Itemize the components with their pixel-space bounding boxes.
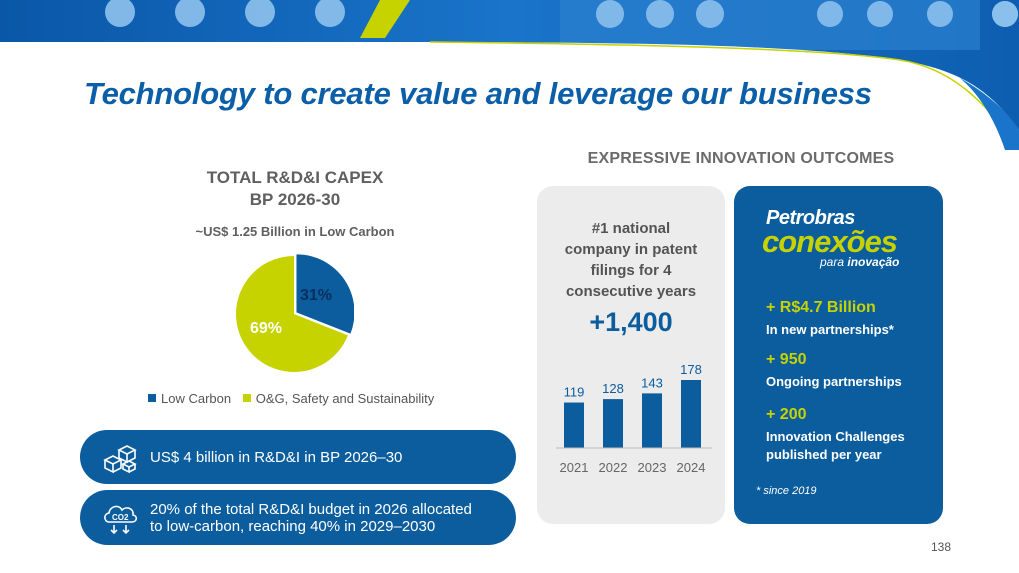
brand-para: para [820, 255, 848, 269]
bar-value-2024: 178 [680, 362, 702, 377]
patent-line-1: #1 national [591, 220, 671, 237]
legend-item-og: O&G, Safety and Sustainability [242, 390, 435, 406]
stat-ongoing-label: Ongoing partnerships [766, 374, 902, 389]
header-banner-image [0, 0, 1019, 150]
stat-challenges-value: + 200 [766, 406, 807, 423]
legend-label-low-carbon: Low Carbon [161, 390, 232, 406]
co2-cloud-icon: CO2 [100, 498, 140, 538]
brand-conexoes: conexões [762, 224, 898, 259]
bar-category-2023: 2023 [638, 460, 667, 475]
legend-swatch-og [242, 394, 251, 402]
patent-line-3: filings for 4 [590, 262, 672, 279]
bar-category-2021: 2021 [560, 460, 589, 475]
low-carbon-pill-line-1: 20% of the total R&D&I budget in 2026 al… [150, 500, 472, 518]
patent-count: +1,400 [589, 307, 673, 337]
patent-line-4: consecutive years [565, 283, 697, 300]
cubes-icon [100, 437, 140, 477]
stat-challenges-label: Innovation Challenges published per year [766, 429, 905, 462]
low-carbon-pill-line-2: to low-carbon, reaching 40% in 2029–2030 [150, 517, 436, 535]
budget-pill-text: US$ 4 billion in R&D&I in BP 2026–30 [150, 448, 403, 466]
svg-text:CO2: CO2 [112, 513, 129, 522]
legend-label-og: O&G, Safety and Sustainability [255, 390, 435, 406]
low-carbon-pill: CO2 20% of the total R&D&I budget in 202… [80, 490, 516, 545]
pie-label-low-carbon: 31% [300, 287, 333, 304]
patent-bar-chart: 119 2021 128 2022 143 2023 178 2024 [556, 362, 712, 475]
capex-period: BP 2026-30 [249, 190, 341, 209]
bar-value-2022: 128 [602, 381, 624, 396]
patent-line-2: company in patent [564, 241, 698, 258]
bar-2021 [564, 402, 584, 448]
bar-value-2021: 119 [564, 385, 585, 400]
bar-category-2022: 2022 [599, 460, 628, 475]
stat-partnerships-label: In new partnerships* [766, 322, 894, 337]
legend-item-low-carbon: Low Carbon [148, 391, 231, 406]
page-title: Technology to create value and leverage … [84, 76, 872, 111]
bar-value-2023: 143 [641, 375, 663, 390]
conexoes-card [734, 186, 943, 524]
stat-ongoing-value: + 950 [766, 351, 807, 368]
capex-subtitle: ~US$ 1.25 Billion in Low Carbon [195, 224, 395, 239]
pie-slice-low-carbon [296, 254, 354, 334]
bar-2022 [603, 399, 623, 448]
pie-legend: Low Carbon O&G, Safety and Sustainabilit… [148, 390, 442, 406]
budget-pill: US$ 4 billion in R&D&I in BP 2026–30 [80, 430, 516, 484]
bar-category-2024: 2024 [677, 460, 706, 475]
pie-label-og: 69% [250, 320, 283, 337]
low-carbon-pill-text: 20% of the total R&D&I budget in 2026 al… [150, 501, 472, 535]
patent-description: #1 national company in patent filings fo… [547, 218, 715, 302]
page-number: 138 [931, 540, 952, 554]
brand-para-inovacao: para inovação [820, 255, 899, 269]
legend-swatch-low-carbon [148, 394, 156, 402]
pie-slice-og [236, 256, 348, 372]
bar-2024 [681, 380, 701, 448]
outcomes-title: EXPRESSIVE INNOVATION OUTCOMES [587, 150, 895, 167]
bar-2023 [642, 393, 662, 448]
capex-pie-chart [236, 254, 354, 372]
capex-title: TOTAL R&D&I CAPEX [206, 168, 384, 187]
stat-partnerships-value: + R$4.7 Billion [766, 299, 876, 316]
brand-petrobras: Petrobras [766, 207, 855, 229]
brand-inovacao: inovação [847, 255, 900, 269]
patent-card [537, 186, 725, 524]
footnote: * since 2019 [756, 485, 817, 497]
